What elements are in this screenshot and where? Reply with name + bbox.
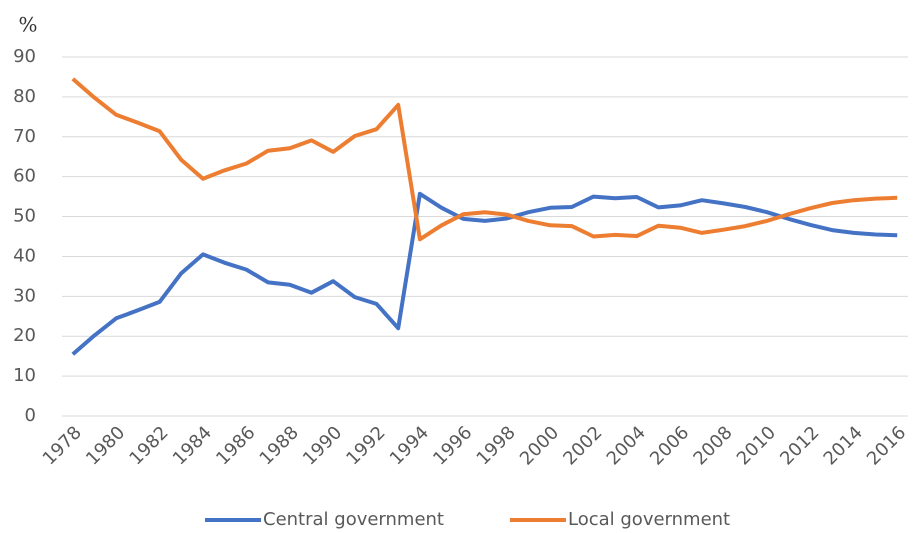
y-tick-label: 60 [13,166,36,187]
x-tick-label: 1980 [82,422,129,469]
x-tick-label: 2014 [820,422,867,469]
y-tick-label: 40 [13,245,36,266]
x-tick-label: 1998 [473,422,520,469]
x-tick-label: 1982 [125,422,172,469]
y-axis-label: % [18,13,37,37]
x-tick-label: 2006 [646,422,693,469]
x-tick-label: 1978 [39,422,86,469]
legend-label: Local government [568,509,730,530]
y-tick-label: 50 [13,206,36,227]
x-tick-label: 1996 [429,422,476,469]
y-tick-label: 10 [13,365,36,386]
x-tick-label: 1992 [342,422,389,469]
x-tick-label: 1984 [169,422,216,469]
x-tick-label: 1990 [299,422,346,469]
y-tick-label: 90 [13,46,36,67]
y-tick-label: 80 [13,86,36,107]
legend-label: Central government [263,509,444,530]
x-tick-label: 1988 [256,422,303,469]
y-tick-label: 20 [13,325,36,346]
x-tick-label: 2004 [603,422,650,469]
series-line [71,77,898,242]
x-tick-label: 1986 [212,422,259,469]
series-line [71,191,898,356]
x-tick-label: 2010 [733,422,780,469]
x-tick-label: 2008 [689,422,736,469]
x-tick-label: 2002 [559,422,606,469]
x-tick-label: 2000 [516,422,563,469]
y-tick-label: 30 [13,285,36,306]
y-tick-label: 70 [13,126,36,147]
x-tick-label: 2016 [863,422,910,469]
x-tick-label: 1994 [386,422,433,469]
y-tick-label: 0 [25,405,36,426]
x-tick-label: 2012 [776,422,823,469]
